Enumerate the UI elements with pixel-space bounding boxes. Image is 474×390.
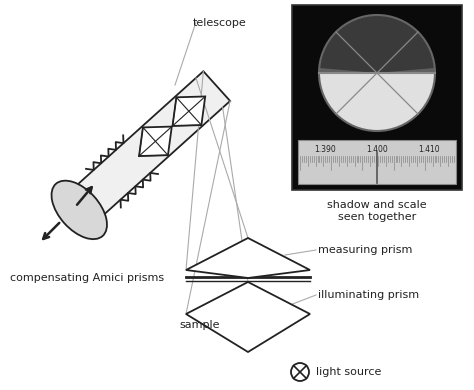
Text: 1.400: 1.400 [366,145,388,154]
Polygon shape [66,71,230,225]
Text: compensating Amici prisms: compensating Amici prisms [10,273,164,283]
Polygon shape [186,282,310,352]
Text: 1.390: 1.390 [314,145,336,154]
Text: 1.410: 1.410 [419,145,440,154]
Ellipse shape [52,181,107,239]
Polygon shape [139,127,172,156]
Polygon shape [186,238,310,278]
Text: light source: light source [316,367,382,377]
Text: sample: sample [180,320,220,330]
Wedge shape [319,15,435,73]
Polygon shape [173,96,205,126]
Wedge shape [319,73,435,131]
Polygon shape [298,140,456,184]
Text: shadow and scale
seen together: shadow and scale seen together [327,200,427,222]
Text: illuminating prism: illuminating prism [318,290,419,300]
Text: measuring prism: measuring prism [318,245,412,255]
Polygon shape [292,5,462,190]
Wedge shape [319,15,435,73]
Text: telescope: telescope [193,18,247,28]
